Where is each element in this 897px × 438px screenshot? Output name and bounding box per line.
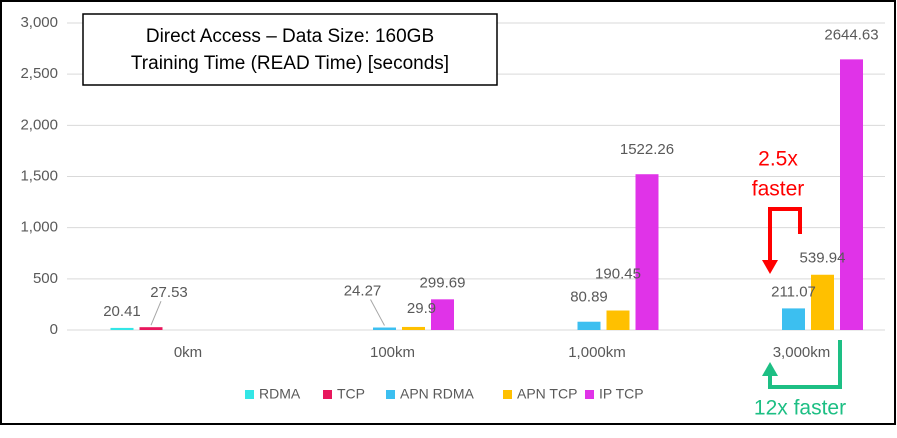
legend-label: RDMA [259,386,301,402]
legend-label: APN RDMA [400,386,475,402]
legend-swatch [503,390,512,399]
data-label: 2644.63 [824,26,878,43]
legend-swatch [386,390,395,399]
legend-label: IP TCP [599,386,644,402]
bar [110,327,134,330]
x-tick-label: 0km [174,344,202,361]
arrow [768,207,802,262]
y-tick-label: 2,000 [20,116,58,133]
y-tick-label: 1,000 [20,219,58,236]
legend-label: TCP [337,386,365,402]
annotation: 2.5x [758,148,798,171]
data-label: 24.27 [344,282,382,299]
legend-swatch [585,390,594,399]
data-label: 299.69 [420,274,466,291]
arrow [768,340,842,389]
leader-line [150,300,162,326]
bars [110,59,863,330]
data-label: 190.45 [595,265,641,282]
bar [373,327,396,330]
legend-label: APN TCP [517,386,577,402]
data-label: 1522.26 [620,141,674,158]
y-tick-label: 3,000 [20,14,58,31]
x-tick-label: 1,000km [568,344,626,361]
bar [577,321,601,330]
bar [402,326,425,330]
chart-title: Direct Access – Data Size: 160GB [146,26,434,47]
bar [840,59,863,330]
y-tick-label: 0 [50,321,58,338]
data-label: 20.41 [103,303,141,320]
data-label: 539.94 [800,250,846,267]
bar [431,299,454,330]
title-box [82,13,498,86]
data-label: 27.53 [150,284,188,301]
chart-subtitle: Training Time (READ Time) [seconds] [131,53,449,74]
bar [606,310,630,330]
arrow-head [762,362,778,376]
data-label: 211.07 [771,283,816,300]
y-tick-label: 2,500 [20,65,58,82]
data-label: 80.89 [570,289,608,306]
bar [811,274,834,330]
x-tick-label: 100km [370,344,415,361]
y-tick-label: 500 [33,270,58,287]
arrow-head [762,260,778,274]
bar [635,174,659,330]
bar [139,327,163,330]
y-tick-label: 1,500 [20,167,58,184]
annotation: faster [752,178,805,201]
leader-line [370,299,385,326]
x-tick-label: 3,000km [773,344,831,361]
annotation: 12x faster [754,397,846,420]
legend-swatch [245,390,254,399]
grid: 0 500 1,000 1,500 2,000 2,500 3,000 [20,14,885,338]
data-label: 29.9 [407,300,436,317]
legend-swatch [323,390,332,399]
bar [782,308,805,330]
